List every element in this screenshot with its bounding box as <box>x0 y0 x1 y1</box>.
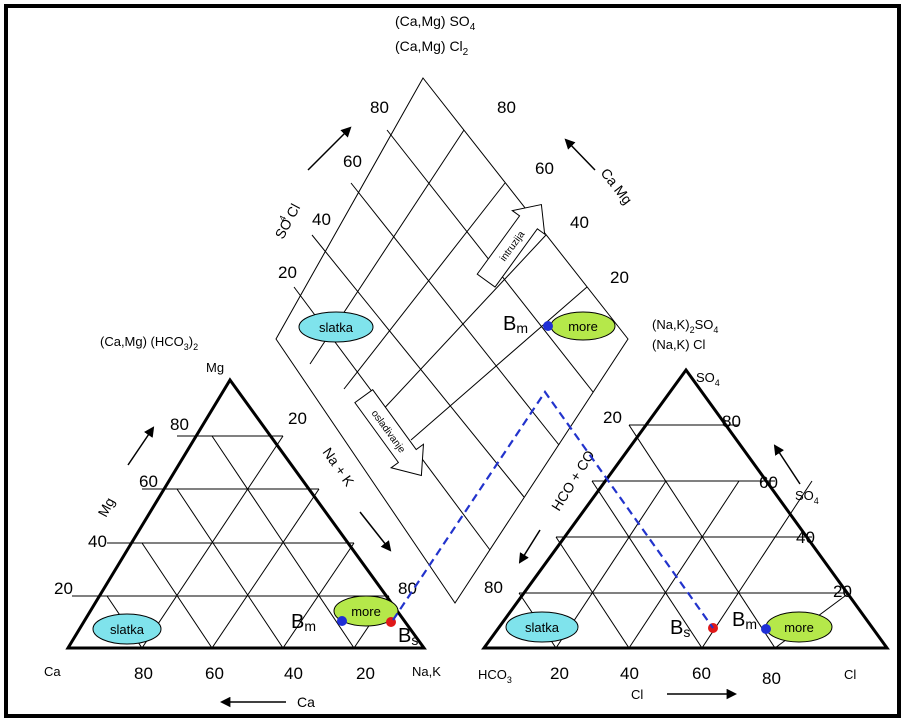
diamond-left-tick-80: 80 <box>370 98 389 117</box>
lt-bottom-tick-80: 80 <box>134 664 153 683</box>
rt-bottom-tick-20: 20 <box>550 664 569 683</box>
right-triangle-title-2: (Na,K) Cl <box>652 337 706 352</box>
nak-arrow-icon <box>359 511 392 552</box>
rt-right-tick-40: 40 <box>796 528 815 547</box>
diamond-more-label: more <box>568 319 598 334</box>
left-triangle-title: (Ca,Mg) (HCO3)2 <box>100 334 198 352</box>
osladivanje-arrow-icon: osladivanje <box>354 389 425 477</box>
right-left-corner-label: HCO3 <box>478 667 512 685</box>
diamond-slatka-ellipse <box>298 311 374 343</box>
so4cl-arrow-icon <box>307 126 352 171</box>
lt-left-tick-80: 80 <box>170 415 189 434</box>
left-slatka-label: slatka <box>110 622 145 637</box>
left-corner-label: Ca <box>44 664 61 679</box>
rt-right-tick-80: 80 <box>722 412 741 431</box>
lt-left-tick-20: 20 <box>54 579 73 598</box>
left-triangle-grid <box>72 435 390 649</box>
right-more-label: more <box>784 620 814 635</box>
ca-axis-label: Ca <box>297 694 315 710</box>
left-slatka-ellipse <box>92 613 162 645</box>
lt-right-tick-80: 80 <box>398 579 417 598</box>
lt-left-tick-60: 60 <box>139 472 158 491</box>
left-bs-label: Bs <box>398 625 418 648</box>
camg-axis-label: Ca Mg <box>598 165 636 207</box>
rt-left-tick-20: 20 <box>603 408 622 427</box>
right-right-corner-label: Cl <box>844 667 856 682</box>
right-triangle-title-1: (Na,K)2SO4 <box>652 317 718 335</box>
so4-arrow-icon <box>773 444 801 485</box>
rt-left-tick-80: 80 <box>484 578 503 597</box>
projection-dashed-line <box>392 390 714 629</box>
hco3-arrow-icon <box>518 529 541 564</box>
diamond-outline <box>275 77 629 604</box>
cl-axis-label: Cl <box>631 687 643 702</box>
diamond-right-tick-40: 40 <box>570 213 589 232</box>
right-bs-label: Bs <box>670 617 690 640</box>
left-bm-point <box>337 616 347 626</box>
diamond-right-tick-20: 20 <box>610 268 629 287</box>
diamond-bm-point <box>543 321 553 331</box>
mg-arrow-icon <box>127 426 155 466</box>
left-apex-label: Mg <box>206 360 224 375</box>
diamond-left-tick-60: 60 <box>343 152 362 171</box>
diamond-right-tick-80: 80 <box>497 98 516 117</box>
right-slatka-label: slatka <box>525 620 560 635</box>
rt-bottom-tick-40: 40 <box>620 664 639 683</box>
left-triangle-outline <box>65 377 427 650</box>
diamond-left-tick-20: 20 <box>278 263 297 282</box>
diamond-right-tick-60: 60 <box>535 159 554 178</box>
lt-bottom-tick-20: 20 <box>356 664 375 683</box>
so4cl-axis-sub: 4 <box>277 214 288 223</box>
rt-bottom-tick-60: 60 <box>692 664 711 683</box>
diamond-top-label-1: (Ca,Mg) SO4 <box>395 13 476 33</box>
diamond-left-tick-40: 40 <box>312 210 331 229</box>
right-slatka-ellipse <box>505 611 579 643</box>
right-bm-point <box>761 624 771 634</box>
rt-right-tick-60: 60 <box>759 473 778 492</box>
left-more-ellipse <box>333 595 399 627</box>
lt-right-tick-20: 20 <box>288 409 307 428</box>
left-more-label: more <box>351 604 381 619</box>
mg-axis-label: Mg <box>95 495 118 520</box>
diamond-top-label-2: (Ca,Mg) Cl2 <box>395 38 469 58</box>
diamond-slatka-label: slatka <box>319 320 354 335</box>
so4-axis-label: SO4 <box>795 488 819 506</box>
lt-bottom-tick-40: 40 <box>284 664 303 683</box>
intruzija-arrow-icon: intruzija <box>476 203 546 288</box>
lt-bottom-tick-60: 60 <box>205 664 224 683</box>
right-apex-label: SO4 <box>696 370 720 388</box>
diamond-bm-label: Bm <box>503 313 528 336</box>
camg-arrow-icon <box>564 138 596 171</box>
right-corner-label: Na,K <box>412 664 441 679</box>
lt-left-tick-40: 40 <box>88 532 107 551</box>
left-bm-label: Bm <box>291 611 316 634</box>
right-bm-label: Bm <box>732 609 757 632</box>
rt-right-tick-20: 20 <box>833 582 852 601</box>
so4cl-axis-label: SO Cl <box>272 201 304 241</box>
right-triangle-outline <box>481 367 890 650</box>
rt-bottom-tick-80: 80 <box>762 669 781 688</box>
